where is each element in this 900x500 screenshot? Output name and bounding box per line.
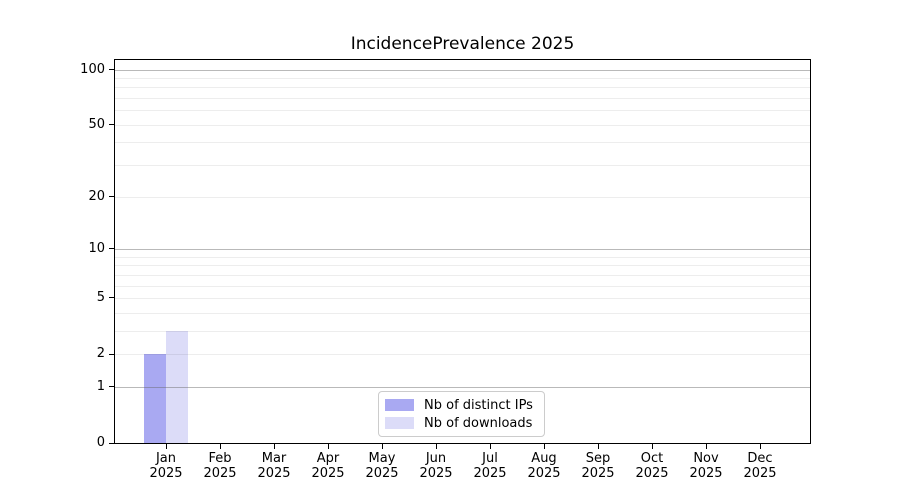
y-axis-tick-label: 5 — [96, 289, 105, 305]
y-axis-tick-label: 20 — [88, 188, 105, 204]
x-tick-mark — [759, 444, 761, 449]
gridline-minor — [114, 330, 811, 332]
x-axis-tick-label: Nov 2025 — [689, 451, 723, 481]
y-tick-mark — [109, 69, 114, 70]
x-axis-tick-label: Jul 2025 — [473, 451, 507, 481]
y-tick-mark — [109, 442, 114, 444]
x-tick-mark — [219, 444, 221, 449]
gridline-minor — [114, 165, 811, 167]
gridline-major — [114, 248, 811, 250]
gridline-minor — [114, 312, 811, 314]
gridline-minor — [114, 124, 811, 126]
legend-label-distinct-ips: Nb of distinct IPs — [424, 397, 533, 413]
gridline-minor — [114, 274, 811, 276]
gridline-minor — [114, 256, 811, 258]
x-axis-tick-label: Apr 2025 — [311, 451, 345, 481]
bar-distinct-ips-jan — [144, 354, 166, 443]
y-tick-mark — [109, 386, 114, 388]
x-tick-mark — [273, 444, 275, 449]
y-axis-tick-label: 1 — [96, 378, 105, 394]
gridline-minor — [114, 196, 811, 198]
y-axis-tick-label: 50 — [88, 116, 105, 132]
x-tick-mark — [327, 444, 329, 449]
legend-item-downloads: Nb of downloads — [385, 416, 536, 431]
gridline-minor — [114, 87, 811, 89]
bar-downloads-jan — [166, 330, 188, 443]
legend-swatch-distinct-ips-icon — [385, 399, 414, 411]
gridline-minor — [114, 354, 811, 356]
x-axis-tick-label: Oct 2025 — [635, 451, 669, 481]
legend-swatch-downloads-icon — [385, 417, 414, 429]
x-axis-tick-label: Jun 2025 — [419, 451, 453, 481]
x-tick-mark — [435, 444, 437, 449]
x-tick-mark — [165, 444, 167, 449]
gridline-minor — [114, 110, 811, 112]
gridline-minor — [114, 265, 811, 267]
gridline-minor — [114, 285, 811, 287]
y-tick-mark — [109, 248, 114, 250]
x-tick-mark — [651, 444, 653, 449]
x-tick-mark — [597, 444, 599, 449]
legend-item-distinct-ips: Nb of distinct IPs — [385, 398, 536, 413]
y-tick-mark — [109, 297, 114, 299]
x-axis-tick-label: Mar 2025 — [257, 451, 291, 481]
gridline-minor — [114, 297, 811, 299]
x-tick-mark — [489, 444, 491, 449]
gridline-major — [114, 69, 811, 71]
y-axis-tick-label: 2 — [96, 346, 105, 362]
x-axis-tick-label: May 2025 — [365, 451, 399, 481]
x-axis-tick-label: Dec 2025 — [743, 451, 777, 481]
y-axis-tick-label: 100 — [80, 61, 105, 77]
gridline-minor — [114, 77, 811, 79]
legend-label-downloads: Nb of downloads — [424, 415, 533, 431]
x-axis-tick-label: Aug 2025 — [527, 451, 561, 481]
x-axis-tick-label: Sep 2025 — [581, 451, 615, 481]
gridline-major — [114, 386, 811, 388]
y-axis-tick-label: 10 — [88, 240, 105, 256]
y-tick-mark — [109, 196, 114, 198]
gridline-minor — [114, 98, 811, 100]
legend: Nb of distinct IPs Nb of downloads — [378, 391, 545, 437]
x-axis-tick-label: Feb 2025 — [203, 451, 237, 481]
x-axis-tick-label: Jan 2025 — [149, 451, 183, 481]
gridline-minor — [114, 142, 811, 144]
y-axis-tick-label: 0 — [96, 435, 105, 450]
x-tick-mark — [543, 444, 545, 449]
y-tick-mark — [109, 353, 114, 355]
chart-title: IncidencePrevalence 2025 — [350, 34, 575, 54]
x-tick-mark — [381, 444, 383, 449]
y-tick-mark — [109, 124, 114, 126]
x-tick-mark — [705, 444, 707, 449]
